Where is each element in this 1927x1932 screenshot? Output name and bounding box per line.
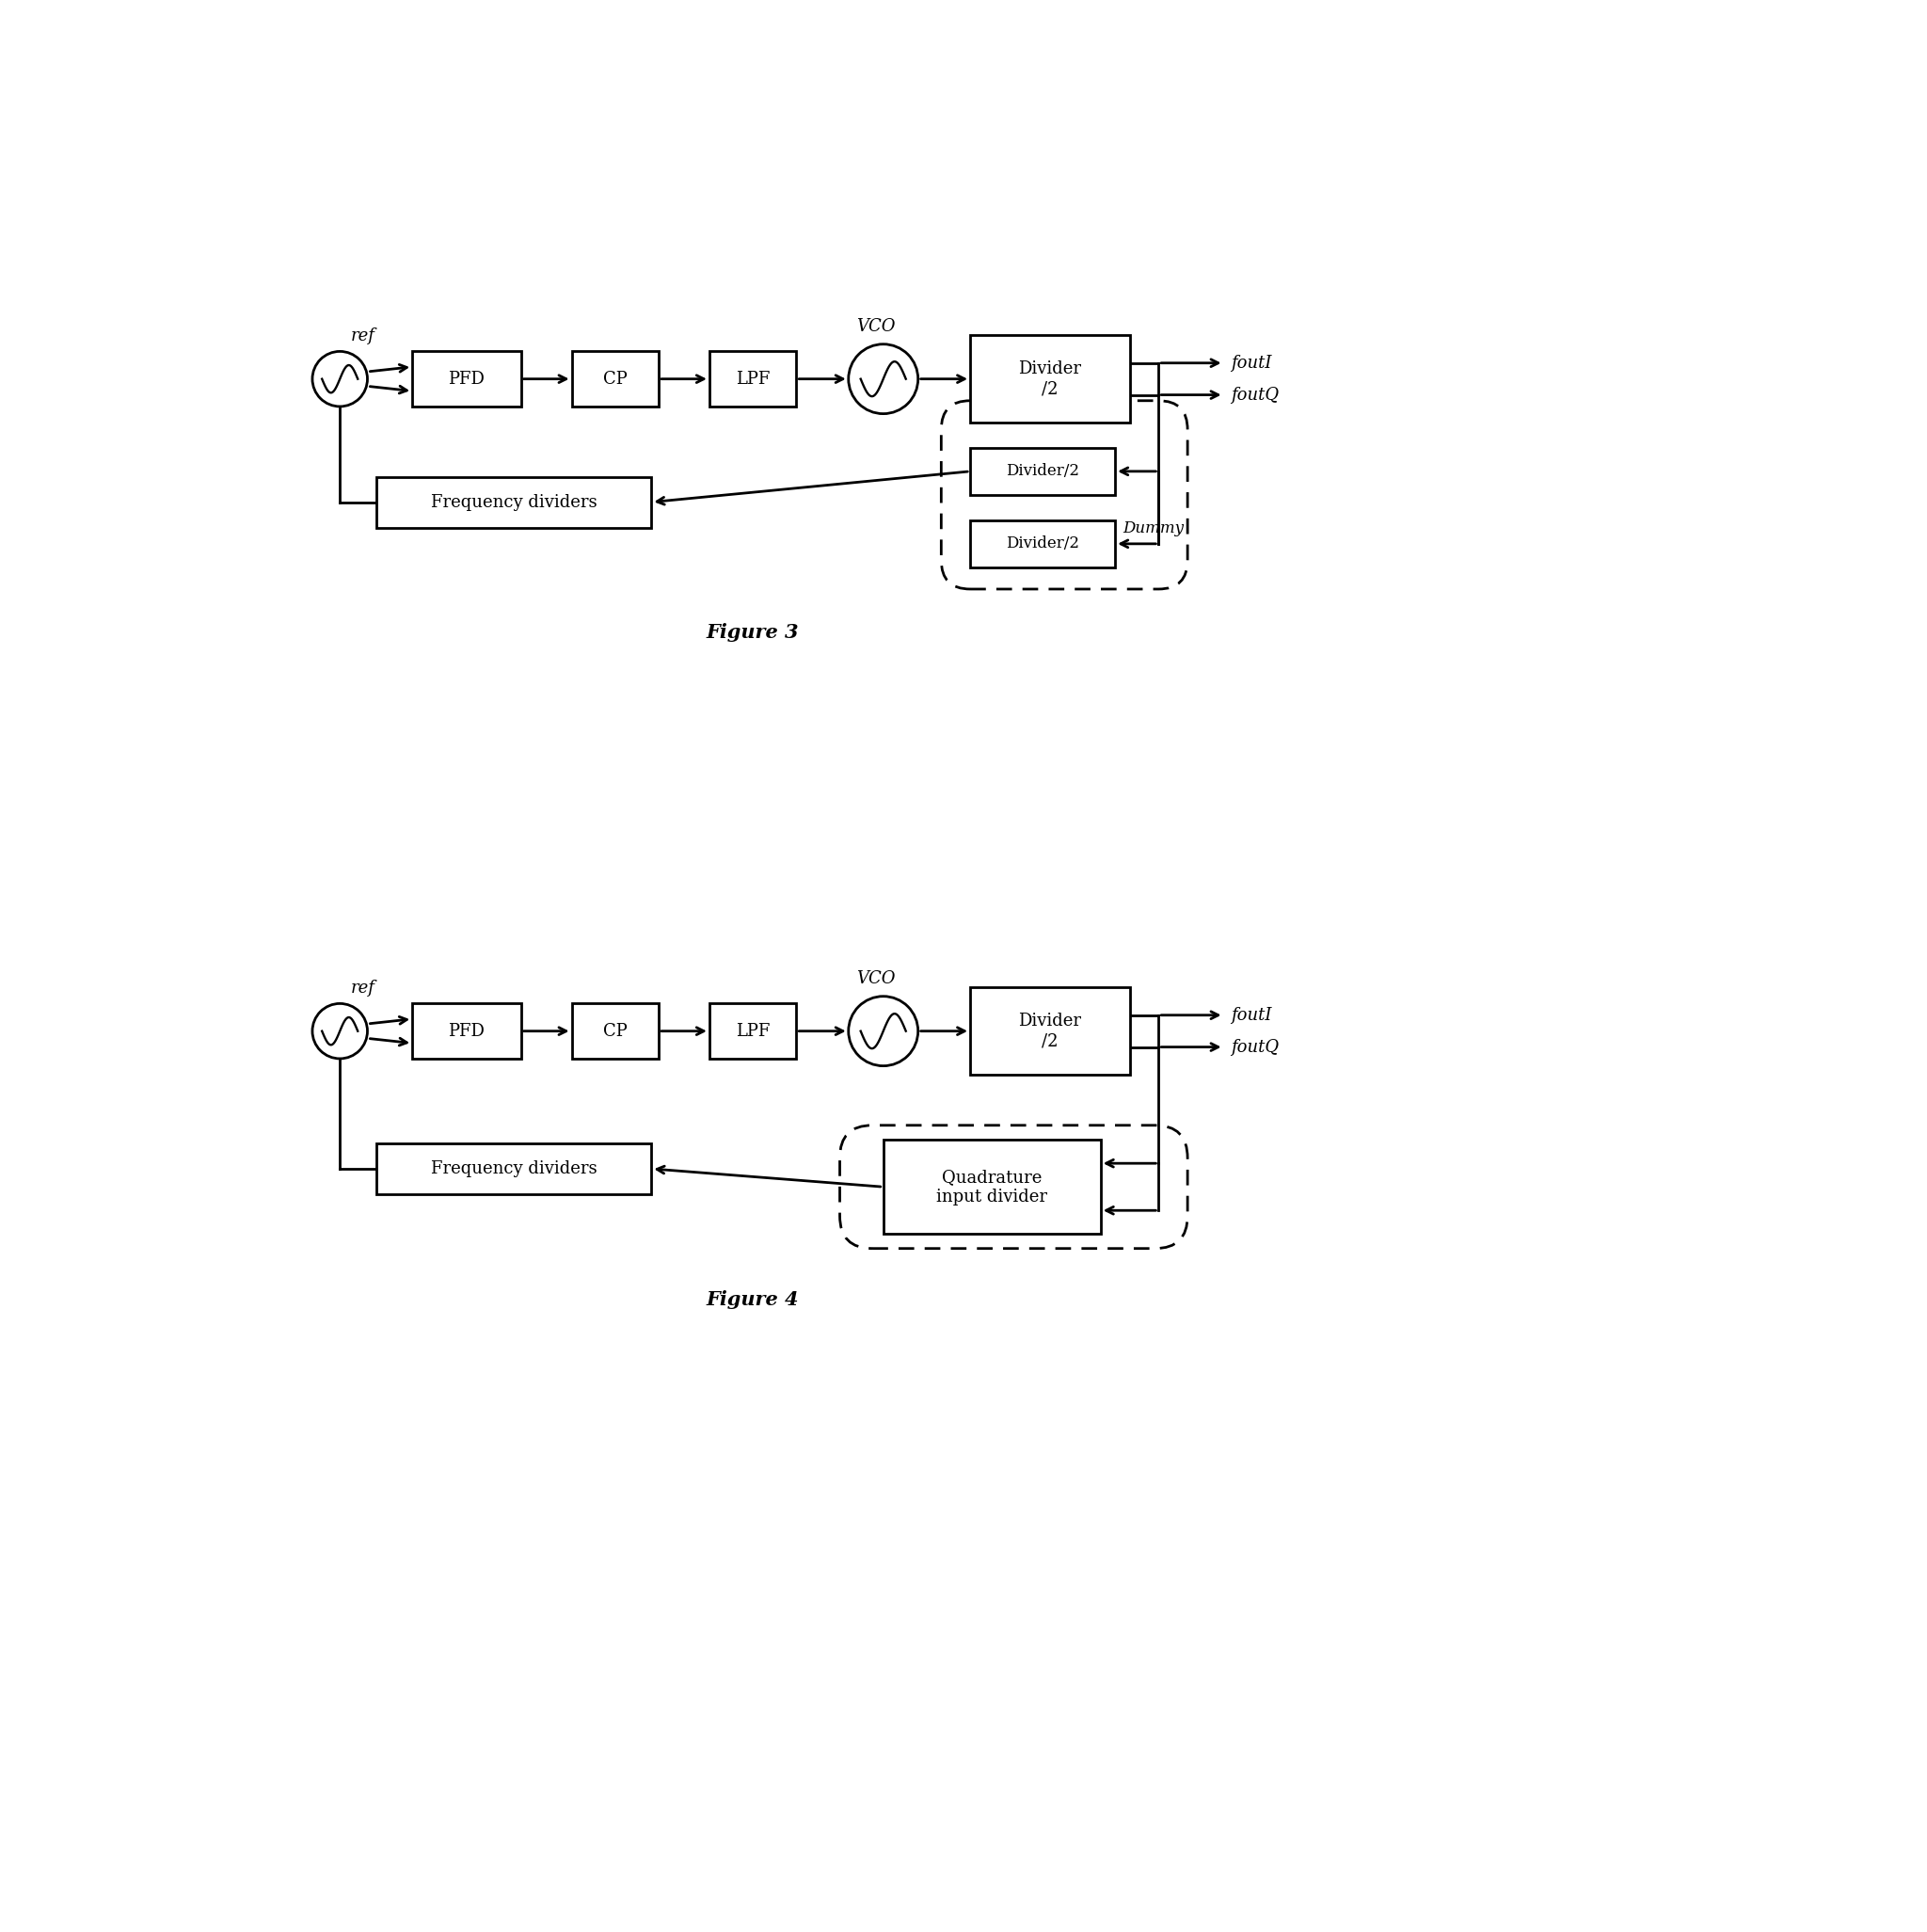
Text: Frequency dividers: Frequency dividers: [430, 495, 597, 510]
Text: CP: CP: [603, 371, 628, 388]
Bar: [709, 1003, 796, 1059]
Text: PFD: PFD: [449, 371, 486, 388]
Bar: [969, 520, 1116, 568]
Bar: [969, 987, 1129, 1074]
Bar: [969, 336, 1129, 423]
Bar: [412, 1003, 520, 1059]
Text: VCO: VCO: [856, 970, 896, 987]
Bar: [572, 352, 659, 406]
Text: foutI: foutI: [1231, 355, 1272, 371]
Text: foutQ: foutQ: [1231, 386, 1280, 404]
Bar: [883, 1140, 1100, 1235]
Circle shape: [848, 997, 917, 1066]
Text: Figure 3: Figure 3: [707, 624, 800, 641]
Text: Divider/2: Divider/2: [1006, 535, 1079, 553]
Text: ref: ref: [351, 327, 376, 344]
Text: Quadrature
input divider: Quadrature input divider: [937, 1169, 1048, 1206]
Text: Divider
/2: Divider /2: [1017, 1012, 1081, 1049]
Text: Divider/2: Divider/2: [1006, 464, 1079, 479]
Bar: [969, 448, 1116, 495]
Text: LPF: LPF: [736, 1022, 771, 1039]
Text: Divider
/2: Divider /2: [1017, 361, 1081, 398]
Text: foutQ: foutQ: [1231, 1039, 1280, 1055]
Text: LPF: LPF: [736, 371, 771, 388]
Bar: [376, 477, 651, 527]
Text: Dummy: Dummy: [1122, 520, 1183, 537]
Text: ref: ref: [351, 980, 376, 997]
Bar: [412, 352, 520, 406]
Text: CP: CP: [603, 1022, 628, 1039]
Bar: [572, 1003, 659, 1059]
Text: Frequency dividers: Frequency dividers: [430, 1161, 597, 1177]
Text: VCO: VCO: [856, 319, 896, 336]
Circle shape: [312, 352, 368, 406]
Circle shape: [312, 1003, 368, 1059]
Text: foutI: foutI: [1231, 1007, 1272, 1024]
Bar: [376, 1144, 651, 1194]
Text: PFD: PFD: [449, 1022, 486, 1039]
Circle shape: [848, 344, 917, 413]
Bar: [709, 352, 796, 406]
Text: Figure 4: Figure 4: [707, 1291, 800, 1308]
